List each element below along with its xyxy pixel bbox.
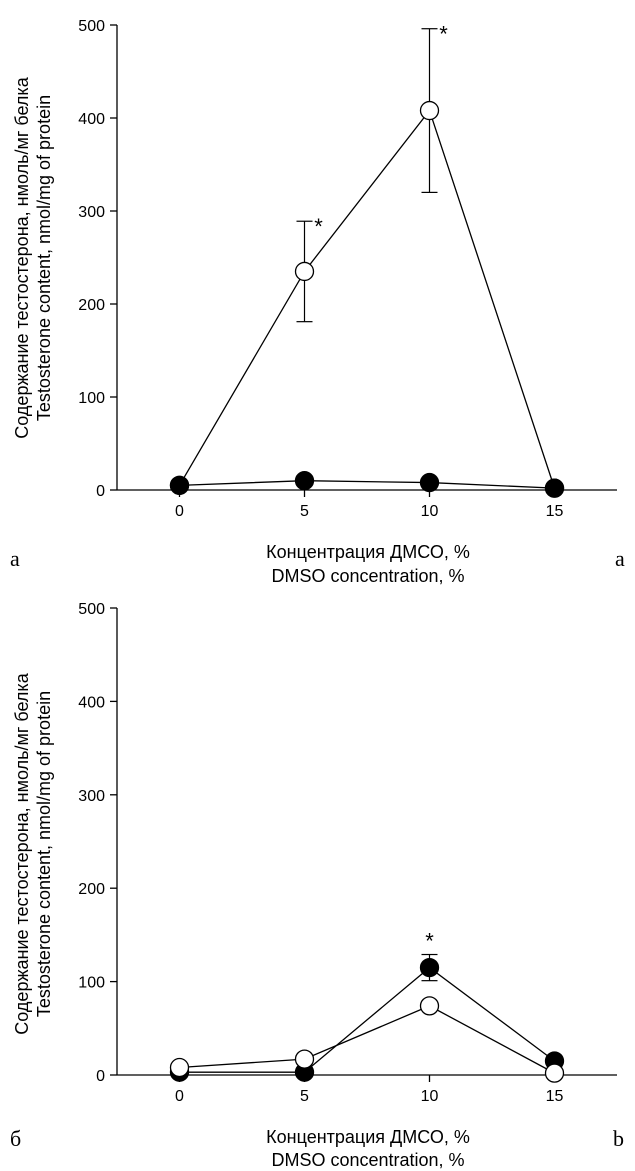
y-tick-label: 500 (78, 18, 105, 35)
y-tick-label: 300 (78, 204, 105, 221)
panel-label-left: б (10, 1126, 21, 1151)
data-point-filled (544, 478, 565, 498)
x-tick-label: 5 (300, 1088, 309, 1105)
y-tick-label: 400 (78, 111, 105, 128)
x-tick-label: 10 (421, 503, 439, 520)
chart-panel-b: 0 100 200 300 400 500 0 5 10 15 * Содержание тесто… (10, 601, 624, 1170)
x-axis-title-en: DMSO concentration, % (271, 566, 464, 586)
data-point-open (419, 100, 440, 121)
series-open-line (179, 1005, 555, 1074)
data-point-open (169, 1057, 190, 1078)
data-point-filled (294, 471, 315, 491)
data-point-open (544, 1063, 565, 1083)
x-tick-label: 10 (421, 1088, 439, 1105)
plot-area: 0 100 200 300 400 500 0 5 10 15 * (78, 601, 617, 1105)
data-point-filled (419, 472, 440, 493)
series-filled-line (179, 480, 555, 489)
significance-asterisk: * (425, 929, 434, 954)
data-point-filled (169, 475, 190, 496)
significance-asterisk: * (439, 22, 448, 47)
y-tick-label: 100 (78, 975, 105, 992)
y-tick-label: 200 (78, 881, 105, 898)
y-tick-label: 500 (78, 601, 105, 618)
x-tick-label: 15 (546, 1088, 564, 1105)
y-tick-label: 100 (78, 390, 105, 407)
data-point-open (294, 261, 315, 282)
x-tick-label: 0 (175, 1088, 184, 1105)
panel-label-right: b (613, 1126, 624, 1151)
panel-label-left: а (10, 546, 20, 571)
x-tick-label: 0 (175, 503, 184, 520)
y-axis-title-en: Testosterone content, nmol/mg of protein (34, 95, 54, 421)
y-axis-title-ru: Содержание тестостерона, нмоль/мг белка (12, 672, 32, 1034)
y-axis-title-en: Testosterone content, nmol/mg of protein (34, 691, 54, 1017)
series-open-line (178, 109, 556, 489)
y-tick-label: 400 (78, 694, 105, 711)
panel-label-right: a (615, 546, 625, 571)
x-tick-label: 5 (300, 503, 309, 520)
x-axis-title-ru: Концентрация ДМСО, % (266, 1127, 470, 1147)
chart-panel-a: 0 100 200 300 400 500 0 5 10 15 * * Содержание тест… (10, 18, 625, 586)
y-axis-title-ru: Содержание тестостерона, нмоль/мг белка (12, 76, 32, 438)
significance-asterisk: * (314, 214, 323, 239)
plot-area: 0 100 200 300 400 500 0 5 10 15 * * (78, 18, 617, 520)
y-tick-label: 0 (96, 1068, 105, 1085)
x-axis-title-ru: Концентрация ДМСО, % (266, 542, 470, 562)
y-tick-label: 200 (78, 297, 105, 314)
data-point-filled (419, 957, 440, 978)
y-tick-label: 300 (78, 788, 105, 805)
series-filled-line (179, 966, 555, 1073)
y-tick-label: 0 (96, 483, 105, 500)
data-point-open (419, 996, 440, 1016)
x-axis-title-en: DMSO concentration, % (271, 1150, 464, 1170)
data-point-open (294, 1049, 315, 1069)
x-tick-label: 15 (546, 503, 564, 520)
